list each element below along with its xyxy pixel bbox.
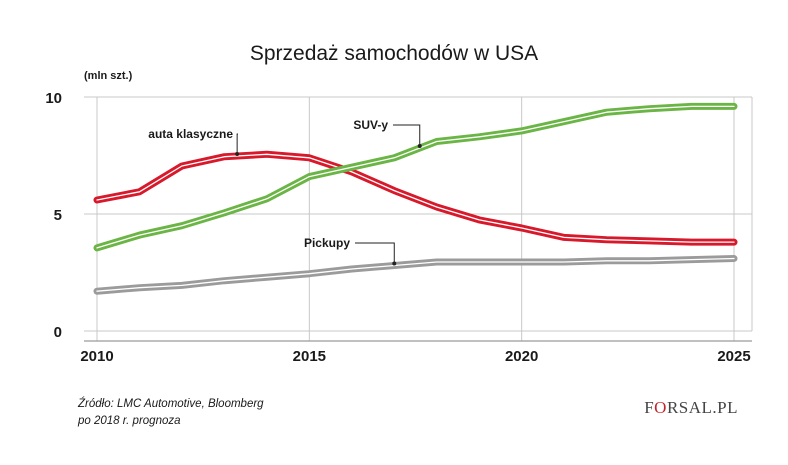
series-lines <box>93 102 738 295</box>
y-tick-label: 5 <box>54 207 62 224</box>
y-tick-labels: 0 5 10 <box>45 90 62 341</box>
leader-line <box>393 124 421 146</box>
x-tick-label: 2025 <box>717 348 750 365</box>
series-line-highlight <box>96 105 735 249</box>
series-label: SUV-y <box>353 118 388 132</box>
grid <box>84 96 753 342</box>
logo-part: O <box>654 398 667 417</box>
x-tick-labels: 2010 2015 2020 2025 <box>80 348 750 365</box>
x-tick-label: 2010 <box>80 348 113 365</box>
leader-line <box>236 133 238 153</box>
y-tick-label: 0 <box>54 324 62 341</box>
source-note: Źródło: LMC Automotive, Bloomberg po 201… <box>78 396 264 430</box>
series-line-highlight <box>96 153 735 243</box>
leader-line <box>355 242 395 263</box>
series-label: Pickupy <box>304 236 350 250</box>
leader-dot <box>417 144 422 149</box>
forsal-logo: FORSAL.PL <box>644 398 738 418</box>
x-tick-label: 2015 <box>293 348 326 365</box>
series-annotations: auta klasyczne SUV-y Pickupy <box>148 118 422 266</box>
series-line-highlight <box>96 257 735 292</box>
y-tick-label: 10 <box>45 90 62 107</box>
leader-dot <box>392 261 397 266</box>
chart-title: Sprzedaż samochodów w USA <box>250 42 538 65</box>
source-line: Źródło: LMC Automotive, Bloomberg <box>78 398 264 410</box>
unit-label: (mln szt.) <box>84 70 133 82</box>
forecast-note: po 2018 r. prognoza <box>78 415 181 427</box>
leader-dot <box>235 151 240 156</box>
logo-part: F <box>644 398 655 417</box>
series-label: auta klasyczne <box>148 127 233 141</box>
logo-part: RSAL.PL <box>666 398 738 417</box>
x-tick-label: 2020 <box>505 348 538 365</box>
